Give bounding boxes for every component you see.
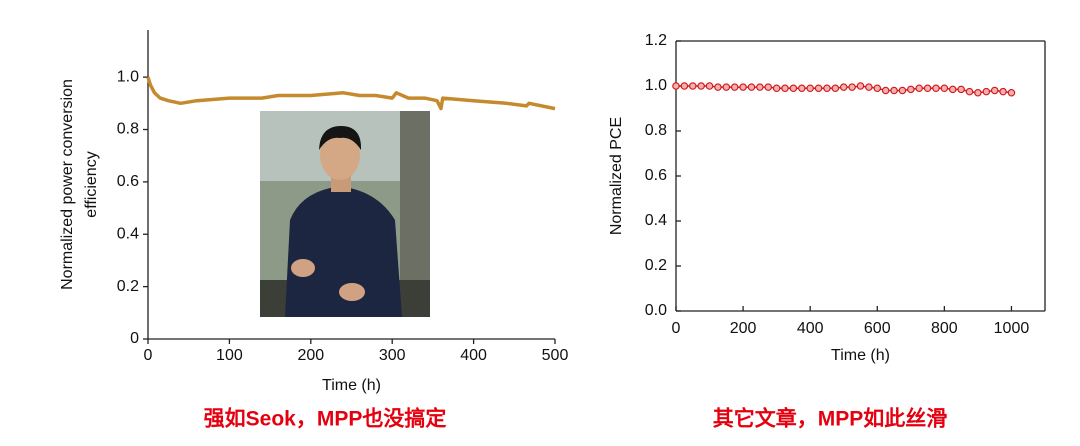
y-tick-label: 0.6 <box>645 167 667 184</box>
y-tick-label: 0.2 <box>645 257 667 274</box>
data-point <box>680 82 689 90</box>
caption: 其它文章，MPP如此丝滑 <box>713 407 948 431</box>
x-tick-label: 600 <box>864 320 891 337</box>
data-point <box>848 83 856 91</box>
data-point <box>756 83 764 91</box>
y-axis-label: Normalized power conversion <box>59 79 76 290</box>
data-point <box>814 84 823 93</box>
data-point <box>898 86 907 95</box>
data-point <box>722 83 731 91</box>
data-point <box>932 84 940 93</box>
photo <box>260 111 430 317</box>
data-point <box>907 85 915 94</box>
data-point <box>1007 88 1016 97</box>
x-tick-label: 400 <box>797 320 824 337</box>
series-line <box>146 76 556 111</box>
data-point <box>831 84 840 93</box>
data-point <box>705 82 714 90</box>
data-point <box>940 84 949 93</box>
caption: 强如Seok，MPP也没搞定 <box>204 407 447 431</box>
x-tick-label: 300 <box>379 347 406 364</box>
data-point <box>806 84 814 93</box>
data-point <box>764 83 773 91</box>
data-point <box>982 87 991 96</box>
x-tick-label: 1000 <box>994 320 1030 337</box>
data-point <box>990 86 999 95</box>
y-tick-label: 0.0 <box>645 302 667 319</box>
data-point <box>823 84 831 93</box>
x-axis-label: Time (h) <box>831 347 890 364</box>
data-point <box>957 85 965 94</box>
data-point <box>839 83 848 91</box>
data-point <box>714 83 722 91</box>
x-tick-label: 500 <box>542 347 569 364</box>
data-point <box>739 83 747 91</box>
data-point <box>915 84 924 93</box>
x-tick-label: 0 <box>672 320 681 337</box>
data-point <box>948 85 957 94</box>
data-point <box>697 82 705 90</box>
y-tick-label: 1.2 <box>645 32 667 49</box>
data-point <box>688 82 697 90</box>
y-tick-label: 0.2 <box>117 278 139 295</box>
data-point <box>781 84 789 93</box>
data-point <box>730 83 739 91</box>
x-tick-label: 200 <box>730 320 757 337</box>
data-point <box>890 86 898 95</box>
data-point <box>965 87 974 96</box>
y-axis-label: Normalized PCE <box>608 117 625 235</box>
y-tick-label: 1.0 <box>117 68 139 85</box>
x-tick-label: 800 <box>931 320 958 337</box>
data-point <box>772 84 781 93</box>
data-point <box>873 84 882 93</box>
x-tick-label: 200 <box>297 347 324 364</box>
y-tick-label: 0.6 <box>117 173 139 190</box>
data-point <box>747 83 756 91</box>
y-tick-label: 0.8 <box>117 121 139 138</box>
x-tick-label: 0 <box>144 347 153 364</box>
data-point <box>672 82 680 90</box>
data-point <box>923 84 932 93</box>
x-tick-label: 100 <box>216 347 243 364</box>
y-tick-label: 0.8 <box>645 122 667 139</box>
data-point <box>974 88 982 97</box>
y-axis-label: efficiency <box>83 151 100 217</box>
data-point <box>856 82 865 90</box>
data-point <box>881 86 890 95</box>
data-point <box>797 84 806 93</box>
x-tick-label: 400 <box>460 347 487 364</box>
data-point <box>999 87 1007 96</box>
data-point <box>789 84 798 93</box>
y-tick-label: 1.0 <box>645 77 667 94</box>
x-axis-label: Time (h) <box>322 377 381 394</box>
y-tick-label: 0.4 <box>645 212 667 229</box>
y-tick-label: 0 <box>130 330 139 347</box>
y-tick-label: 0.4 <box>117 225 139 242</box>
data-point <box>865 83 873 91</box>
